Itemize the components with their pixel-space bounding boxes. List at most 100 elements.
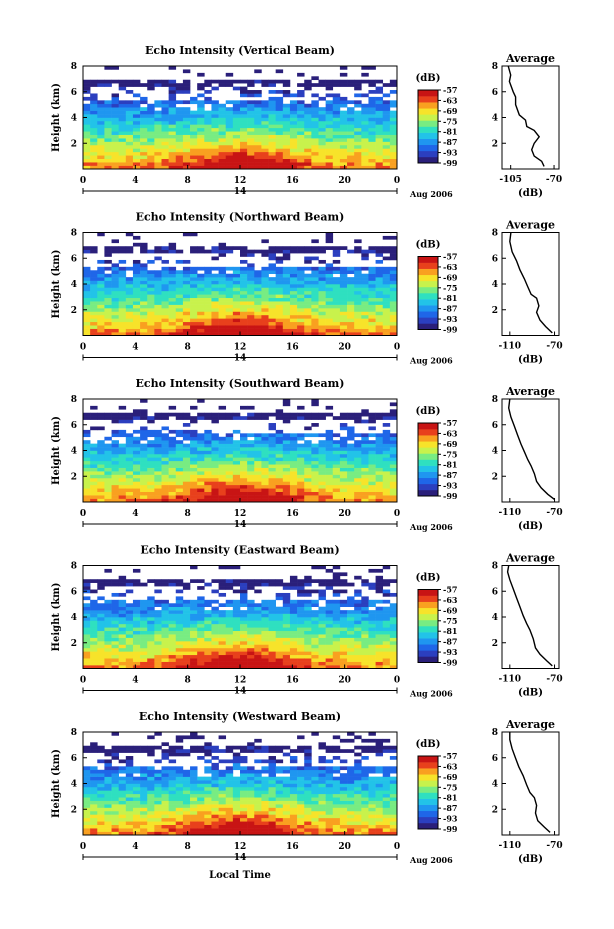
colorbar-swatch [418,477,438,485]
heatmap-cell [368,90,376,94]
heatmap-cell [268,332,276,336]
heatmap-cell [282,745,291,750]
colorbar-tick-label: -87 [443,470,457,480]
heatmap-cell [111,239,119,244]
heatmap-cell [289,321,298,326]
heatmap-cell [332,131,341,135]
heatmap-cell [204,148,212,153]
heatmap-cell [218,416,227,420]
heatmap-cell [289,318,298,323]
heatmap-cell [261,332,269,336]
heatmap-cell [382,637,391,642]
heatmap-cell [182,474,191,479]
heatmap-cell [154,610,162,614]
heatmap-cell [111,804,119,808]
heatmap-cell [232,453,241,458]
heatmap-cell [111,769,119,774]
heatmap-cell [147,617,155,621]
heatmap-cell [225,620,234,625]
heatmap-cell [111,131,119,135]
heatmap-cell [204,776,212,781]
heatmap-cell [339,131,348,135]
heatmap-cell [304,620,312,625]
colorbar-swatch [418,126,438,133]
heatmap-cell [297,651,305,656]
average-x-tick-label: -110 [499,675,522,685]
heatmap-cell [104,637,112,642]
y-axis-label: Height (km) [51,250,62,319]
heatmap-cell [118,623,127,628]
heatmap-cell [97,318,105,323]
heatmap-cell [197,134,205,139]
heatmap-cell [90,464,98,468]
heatmap-cell [225,783,234,788]
heatmap-cell [161,464,169,468]
heatmap-cell [375,481,384,486]
heatmap-cell [168,249,177,254]
heatmap-cell [83,277,91,281]
heatmap-cell [375,134,384,139]
heatmap-cell [389,308,398,312]
heatmap-cell [204,647,212,652]
heatmap-cell [182,654,191,659]
heatmap-cell [225,325,234,329]
heatmap-cell [289,328,298,333]
heatmap-cell [254,647,262,652]
heatmap-cell [90,148,98,153]
heatmap-cell [118,151,127,156]
heatmap-cell [247,742,255,747]
heatmap-cell [332,96,341,101]
heatmap-cell [104,749,112,753]
heatmap-cell [197,807,205,812]
heatmap-cell [311,287,319,292]
heatmap-cell [382,481,391,486]
heatmap-cell [261,474,269,479]
heatmap-cell [132,447,141,451]
heatmap-cell [118,800,127,805]
heatmap-cell [289,131,298,135]
heatmap-cell [240,131,248,135]
date-label: Aug 2006 [409,689,453,699]
average-title: Average [505,219,555,232]
heatmap-cell [125,488,134,492]
heatmap-cell [90,786,98,791]
heatmap-cell [90,641,98,645]
heatmap-cell [382,623,391,628]
heatmap-cell [83,651,91,656]
heatmap-cell [190,745,198,750]
heatmap-cell [289,127,298,132]
heatmap-cell [240,793,248,798]
heatmap-cell [175,769,184,774]
heatmap-cell [311,308,319,312]
heatmap-cell [204,630,212,635]
heatmap-cell [347,641,355,645]
heatmap-cell [225,148,234,153]
heatmap-cell [361,280,369,285]
heatmap-cell [325,263,334,268]
date-label: Aug 2006 [409,356,453,366]
heatmap-cell [304,148,312,153]
heatmap-cell [97,325,105,329]
heatmap-cell [297,443,305,448]
heatmap-cell [304,627,312,632]
heatmap-cell [361,582,369,587]
heatmap-cell [368,127,376,132]
heatmap-cell [389,495,398,499]
heatmap-cell [304,249,312,254]
heatmap-cell [182,158,191,163]
heatmap-cell [225,311,234,316]
heatmap-cell [304,416,312,420]
heatmap-cell [261,817,269,822]
heatmap-cell [211,491,219,496]
heatmap-cell [247,495,255,499]
heatmap-cell [175,644,184,649]
heatmap-cell [97,623,105,628]
heatmap-cell [297,144,305,149]
heatmap-cell [90,318,98,323]
heatmap-cell [375,301,384,305]
heatmap-cell [211,828,219,832]
heatmap-cell [211,776,219,781]
heatmap-cell [90,314,98,319]
heatmap-cell [297,405,305,410]
panels: Echo Intensity (Vertical Beam)2468Height… [51,44,563,865]
